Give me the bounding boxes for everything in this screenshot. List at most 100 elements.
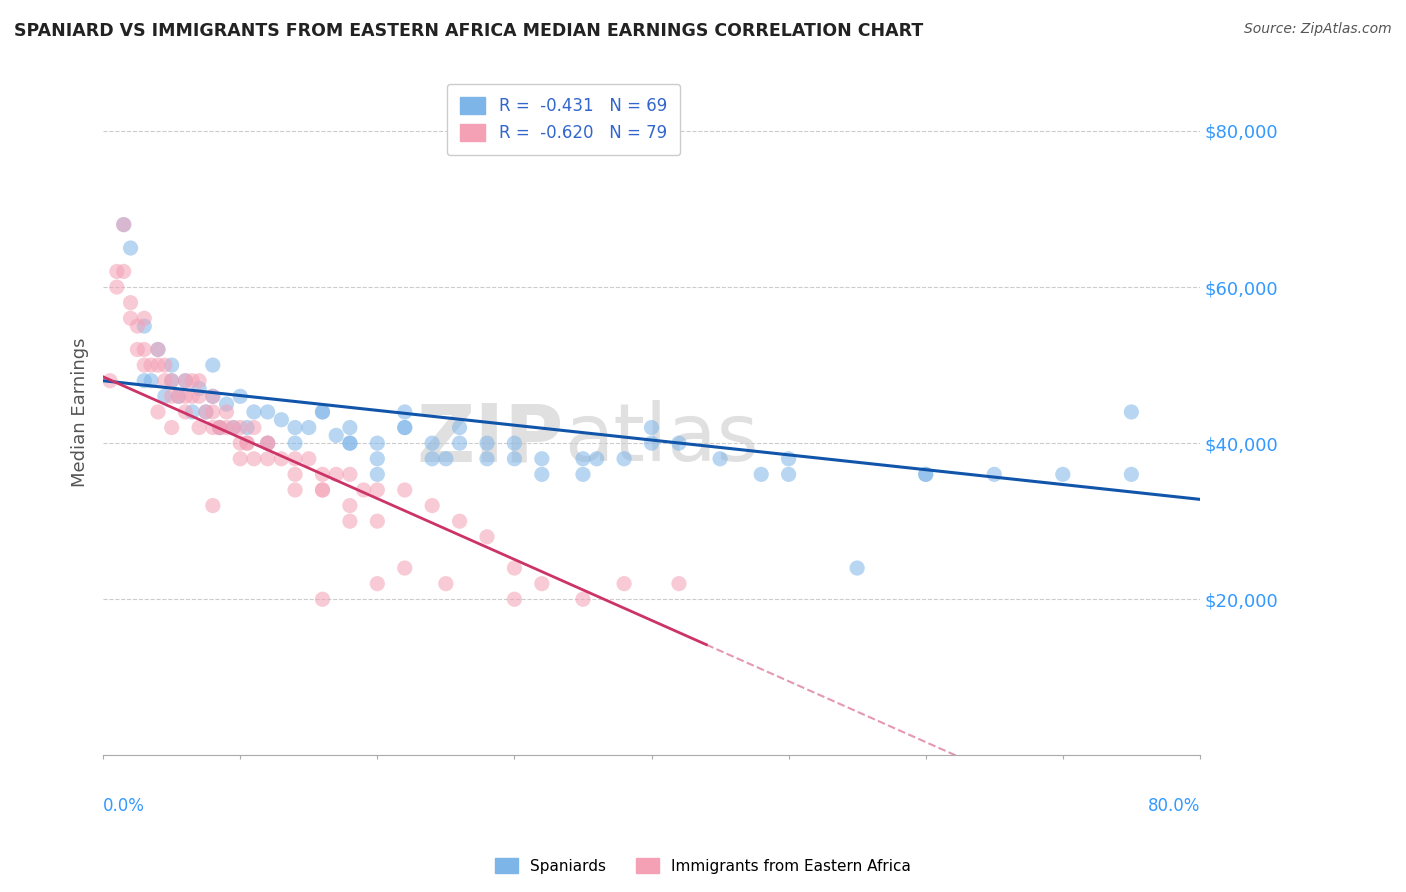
Point <box>194 405 217 419</box>
Point <box>983 467 1005 482</box>
Point <box>311 405 333 419</box>
Point <box>585 451 607 466</box>
Point <box>194 405 217 419</box>
Point <box>98 374 121 388</box>
Point <box>366 467 388 482</box>
Point <box>339 467 361 482</box>
Point <box>475 530 498 544</box>
Point <box>134 358 156 372</box>
Point <box>749 467 772 482</box>
Text: ZIP: ZIP <box>416 401 564 478</box>
Point <box>229 436 252 450</box>
Point <box>914 467 936 482</box>
Point <box>572 467 595 482</box>
Point <box>298 420 321 434</box>
Point <box>311 405 333 419</box>
Point <box>139 374 162 388</box>
Point <box>434 451 457 466</box>
Point <box>160 389 183 403</box>
Point <box>284 451 307 466</box>
Point <box>134 343 156 357</box>
Text: atlas: atlas <box>564 401 758 478</box>
Point <box>449 514 471 528</box>
Point <box>394 483 416 497</box>
Point <box>709 451 731 466</box>
Point <box>503 436 526 450</box>
Point <box>298 451 321 466</box>
Point <box>174 389 197 403</box>
Point <box>311 483 333 497</box>
Point <box>201 389 224 403</box>
Point <box>146 358 169 372</box>
Point <box>208 420 231 434</box>
Point <box>256 405 278 419</box>
Point <box>222 420 245 434</box>
Point <box>420 451 443 466</box>
Point <box>530 576 553 591</box>
Point <box>112 218 135 232</box>
Point <box>146 343 169 357</box>
Point <box>256 436 278 450</box>
Text: Source: ZipAtlas.com: Source: ZipAtlas.com <box>1244 22 1392 37</box>
Point <box>270 451 292 466</box>
Point <box>139 358 162 372</box>
Point <box>256 451 278 466</box>
Point <box>284 436 307 450</box>
Point <box>208 420 231 434</box>
Point <box>914 467 936 482</box>
Point <box>339 420 361 434</box>
Point <box>394 405 416 419</box>
Point <box>366 576 388 591</box>
Point <box>449 420 471 434</box>
Legend: R =  -0.431   N = 69, R =  -0.620   N = 79: R = -0.431 N = 69, R = -0.620 N = 79 <box>447 84 681 155</box>
Point <box>160 374 183 388</box>
Point <box>366 451 388 466</box>
Point <box>229 451 252 466</box>
Point <box>420 499 443 513</box>
Point <box>105 280 128 294</box>
Point <box>394 561 416 575</box>
Point <box>229 420 252 434</box>
Point <box>475 436 498 450</box>
Point <box>208 420 231 434</box>
Text: 80.0%: 80.0% <box>1147 797 1199 814</box>
Point <box>134 311 156 326</box>
Point <box>640 420 662 434</box>
Point <box>668 576 690 591</box>
Point <box>449 436 471 450</box>
Point <box>256 436 278 450</box>
Point <box>201 420 224 434</box>
Point <box>229 389 252 403</box>
Point <box>284 467 307 482</box>
Point <box>613 576 636 591</box>
Point <box>572 592 595 607</box>
Point <box>120 311 142 326</box>
Point <box>353 483 375 497</box>
Point <box>181 374 204 388</box>
Point <box>311 592 333 607</box>
Point <box>846 561 869 575</box>
Point <box>160 358 183 372</box>
Point <box>640 436 662 450</box>
Point <box>311 483 333 497</box>
Point <box>120 295 142 310</box>
Point <box>181 405 204 419</box>
Point <box>201 405 224 419</box>
Point <box>127 343 149 357</box>
Point <box>613 451 636 466</box>
Point <box>243 420 266 434</box>
Point <box>1121 467 1143 482</box>
Y-axis label: Median Earnings: Median Earnings <box>72 337 89 487</box>
Text: 0.0%: 0.0% <box>103 797 145 814</box>
Point <box>201 499 224 513</box>
Legend: Spaniards, Immigrants from Eastern Africa: Spaniards, Immigrants from Eastern Afric… <box>488 852 918 880</box>
Point <box>366 483 388 497</box>
Point <box>174 405 197 419</box>
Point <box>503 451 526 466</box>
Text: SPANIARD VS IMMIGRANTS FROM EASTERN AFRICA MEDIAN EARNINGS CORRELATION CHART: SPANIARD VS IMMIGRANTS FROM EASTERN AFRI… <box>14 22 924 40</box>
Point <box>420 436 443 450</box>
Point <box>270 413 292 427</box>
Point <box>503 592 526 607</box>
Point <box>236 420 259 434</box>
Point <box>778 467 800 482</box>
